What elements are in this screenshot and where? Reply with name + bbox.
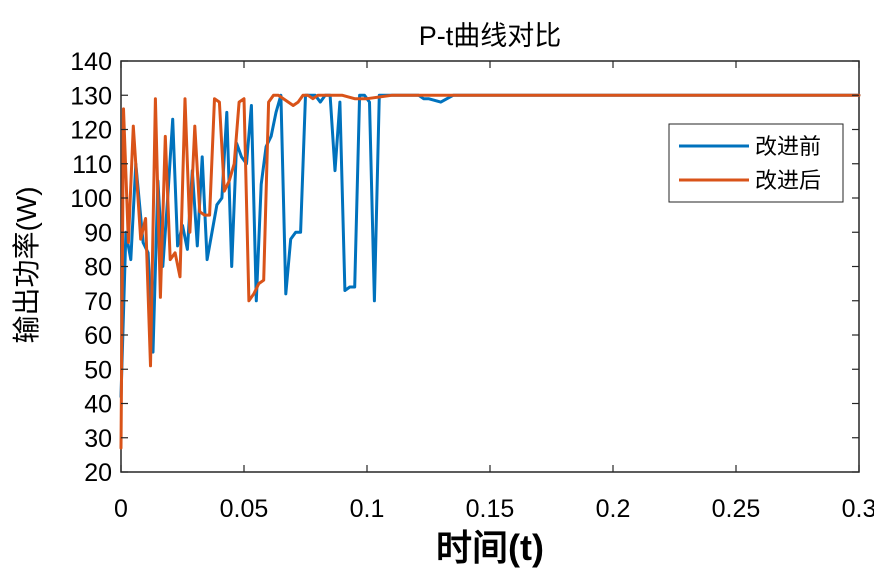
y-tick-label: 110 <box>72 151 112 179</box>
legend-label-series-1: 改进前 <box>755 134 821 159</box>
legend-box <box>668 123 844 203</box>
y-tick-label: 30 <box>84 425 112 453</box>
y-tick-label: 100 <box>70 185 112 213</box>
x-axis-label: 时间(t) <box>436 527 544 568</box>
y-tick-label: 50 <box>84 356 112 384</box>
legend-label-series-2: 改进后 <box>755 168 821 193</box>
x-tick-label: 0.3 <box>842 495 874 523</box>
plot-area: 0 0.05 0.1 0.15 0.2 0.25 0.3 20 30 40 50 60 70 80 90 1… <box>70 48 874 523</box>
y-tick-label: 140 <box>70 48 112 76</box>
y-tick-label: 20 <box>84 459 112 487</box>
series-layer <box>119 93 861 450</box>
legend: 改进前 改进后 <box>668 123 844 203</box>
y-tick-label: 90 <box>84 219 112 247</box>
x-tick-label: 0.2 <box>596 495 631 523</box>
y-tick-label: 80 <box>84 254 112 282</box>
y-tick-label: 130 <box>70 82 112 110</box>
x-tick-label: 0.25 <box>712 495 761 523</box>
y-tick-label: 120 <box>70 117 112 145</box>
y-tick-label: 60 <box>84 322 112 350</box>
x-axis: 0 0.05 0.1 0.15 0.2 0.25 0.3 <box>114 61 874 523</box>
x-tick-label: 0.1 <box>350 495 385 523</box>
y-axis: 20 30 40 50 60 70 80 90 100 110 120 130 140 <box>70 48 859 487</box>
chart-title: P-t曲线对比 <box>419 21 562 51</box>
x-tick-label: 0.15 <box>466 495 515 523</box>
y-tick-label: 70 <box>84 288 112 316</box>
y-tick-label: 40 <box>84 391 112 419</box>
series-line-2 <box>119 93 861 450</box>
y-axis-label: 输出功率(W) <box>11 186 42 343</box>
x-tick-label: 0 <box>114 495 128 523</box>
x-tick-label: 0.05 <box>220 495 269 523</box>
